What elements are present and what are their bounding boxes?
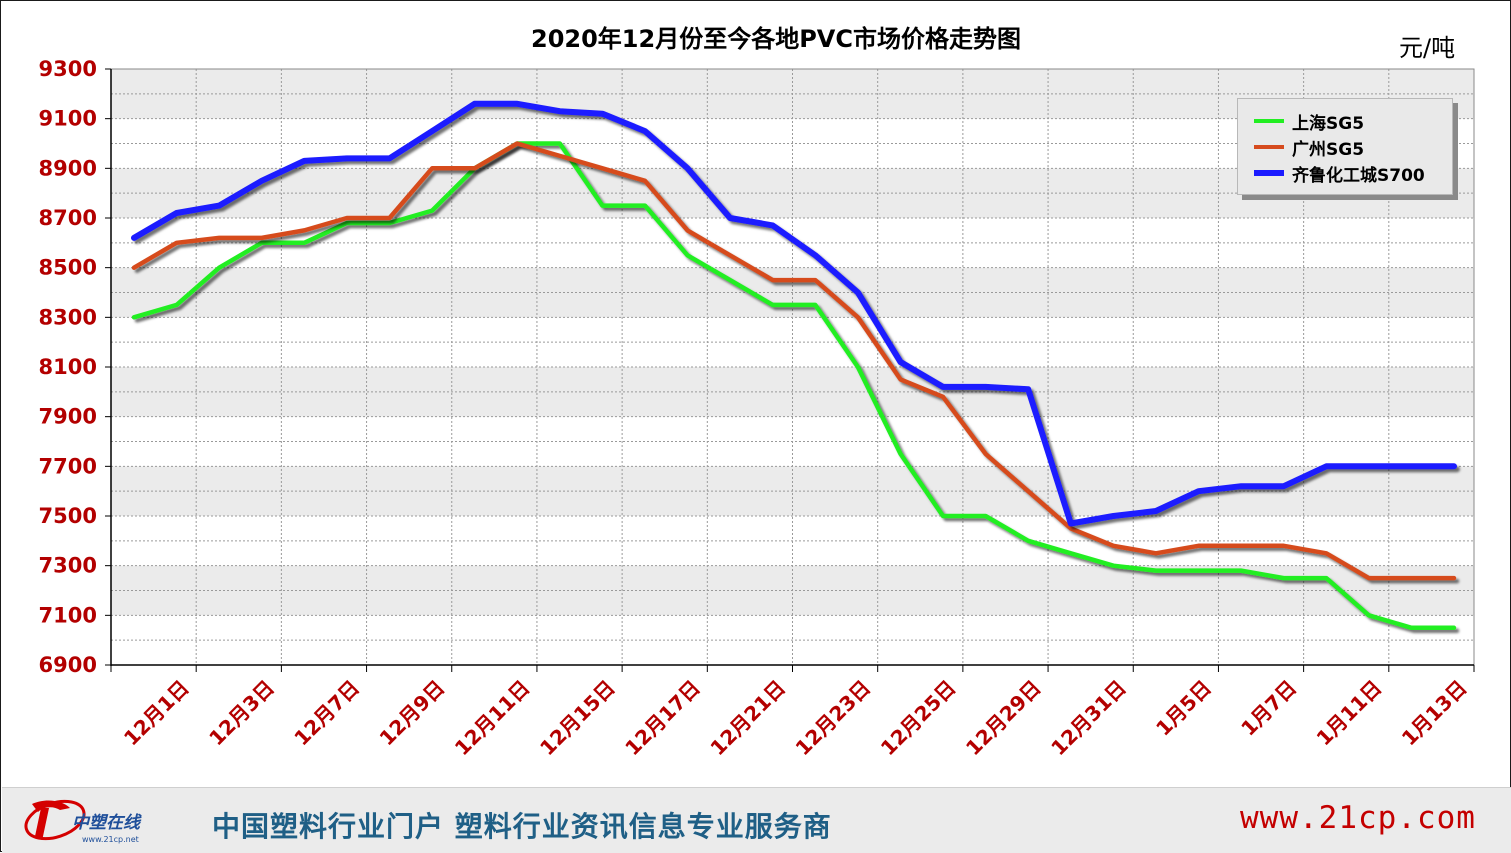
- y-tick-label: 8500: [39, 256, 97, 280]
- axes: [105, 68, 1475, 672]
- site-logo[interactable]: 中塑在线 www.21cp.net: [10, 794, 185, 848]
- y-tick-label: 8300: [39, 305, 97, 329]
- x-tick-label: 1月11日: [1312, 676, 1387, 751]
- x-axis-tick-labels: 12月1日 12月3日 12月7日 12月9日 12月11日 12月15日 12月17日 12…: [119, 676, 1472, 761]
- y-tick-label: 7700: [39, 454, 97, 478]
- legend-label-qilu: 齐鲁化工城S700: [1292, 166, 1425, 186]
- x-tick-label: 12月3日: [204, 676, 279, 751]
- x-tick-label: 12月9日: [375, 676, 450, 751]
- logo-text: 中塑在线: [72, 813, 142, 833]
- series-line-shanghai: [131, 141, 1457, 631]
- legend-swatch-guangzhou: [1254, 145, 1284, 149]
- series-line-guangzhou: [131, 141, 1457, 581]
- y-tick-label: 6900: [39, 653, 97, 677]
- chart-title: 2020年12月份至今各地PVC市场价格走势图: [531, 25, 1021, 53]
- y-tick-label: 8900: [39, 156, 97, 180]
- y-tick-label: 9300: [39, 57, 97, 81]
- x-tick-label: 1月5日: [1151, 676, 1216, 741]
- y-axis-unit: 元/吨: [1399, 34, 1456, 62]
- x-tick-label: 12月23日: [791, 676, 876, 761]
- x-tick-label: 12月15日: [535, 676, 620, 761]
- y-tick-label: 7900: [39, 405, 97, 429]
- y-tick-label: 7300: [39, 554, 97, 578]
- footer-banner: 中塑在线 www.21cp.net 中国塑料行业门户 塑料行业资讯信息专业服务商…: [2, 787, 1511, 853]
- y-tick-label: 8100: [39, 355, 97, 379]
- series-lines: [131, 100, 1457, 631]
- footer-slogan: 中国塑料行业门户 塑料行业资讯信息专业服务商: [212, 810, 832, 843]
- legend-label-shanghai: 上海SG5: [1292, 114, 1365, 134]
- y-axis-tick-labels: 6900 7100 7300 7500 7700 7900 8100 8300 8500 8700…: [39, 57, 97, 677]
- footer-website-link[interactable]: www.21cp.com: [1240, 800, 1476, 836]
- x-tick-label: 12月21日: [705, 676, 790, 761]
- x-tick-label: 12月25日: [876, 676, 961, 761]
- x-tick-label: 12月11日: [450, 676, 535, 761]
- logo-subtext: www.21cp.net: [82, 835, 139, 844]
- x-tick-label: 1月13日: [1397, 676, 1472, 751]
- x-tick-label: 1月7日: [1236, 676, 1301, 741]
- y-tick-label: 8700: [39, 206, 97, 230]
- y-tick-label: 7500: [39, 504, 97, 528]
- chart-legend: 上海SG5 广州SG5 齐鲁化工城S700: [1237, 98, 1453, 195]
- series-line-qilu: [131, 100, 1457, 527]
- legend-swatch-shanghai: [1254, 119, 1284, 123]
- x-tick-label: 12月29日: [961, 676, 1046, 761]
- x-tick-label: 12月31日: [1046, 676, 1131, 761]
- y-tick-label: 7100: [39, 603, 97, 627]
- legend-label-guangzhou: 广州SG5: [1292, 140, 1365, 160]
- legend-swatch-qilu: [1254, 170, 1284, 176]
- x-tick-label: 12月7日: [289, 676, 364, 751]
- x-tick-label: 12月17日: [620, 676, 705, 761]
- x-tick-label: 12月1日: [119, 676, 194, 751]
- y-tick-label: 9100: [39, 107, 97, 131]
